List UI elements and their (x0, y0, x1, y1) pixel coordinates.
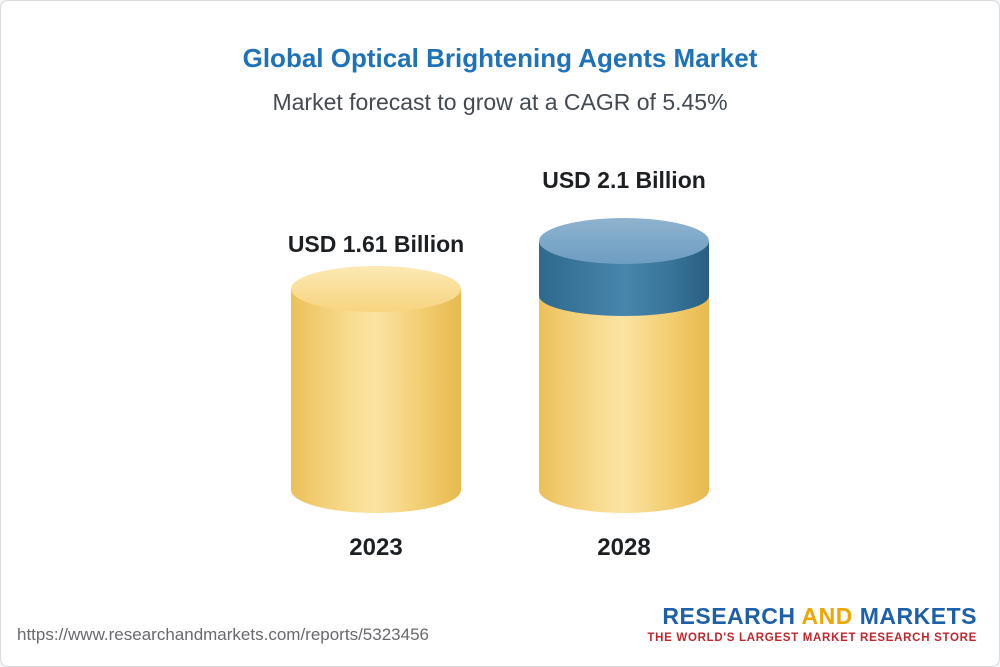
bar-2028-top-ellipse (539, 218, 709, 264)
logo-word-markets: MARKETS (859, 603, 977, 629)
value-label-2023: USD 1.61 Billion (287, 231, 465, 257)
report-url: https://www.researchandmarkets.com/repor… (17, 625, 429, 644)
page-title: Global Optical Brightening Agents Market (242, 43, 758, 73)
logo-word-research: RESEARCH (662, 603, 796, 629)
logo-word-and: AND (801, 603, 853, 629)
bar-2023 (291, 266, 461, 513)
logo-tagline: THE WORLD'S LARGEST MARKET RESEARCH STOR… (647, 632, 977, 644)
value-label-2028: USD 2.1 Billion (542, 167, 706, 193)
researchandmarkets-logo: RESEARCH AND MARKETS THE WORLD'S LARGEST… (647, 603, 977, 644)
page-subtitle: Market forecast to grow at a CAGR of 5.4… (272, 89, 728, 115)
x-axis-label-2028: 2028 (597, 534, 651, 561)
bar-2028 (539, 218, 709, 513)
bar-2023-top-ellipse (291, 266, 461, 312)
bar-2023-body (291, 289, 461, 513)
logo-wordmark: RESEARCH AND MARKETS (647, 603, 977, 629)
x-axis-label-2023: 2023 (349, 534, 403, 561)
